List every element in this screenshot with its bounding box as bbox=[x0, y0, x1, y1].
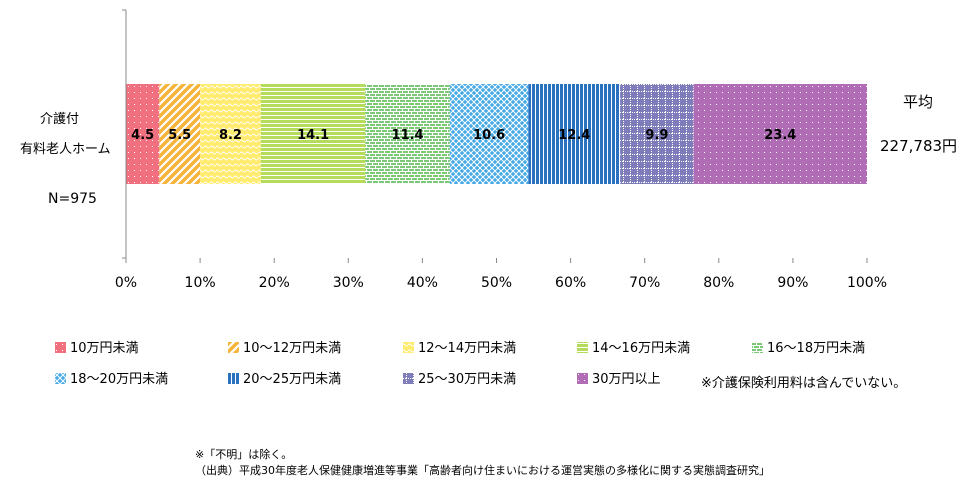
bar-segment bbox=[620, 84, 694, 184]
legend-swatch bbox=[228, 342, 239, 353]
n-label: N=975 bbox=[48, 191, 97, 207]
legend-label: 10万円未満 bbox=[70, 341, 139, 356]
legend-swatch bbox=[55, 373, 66, 384]
data-label: 5.5 bbox=[168, 128, 191, 143]
data-label: 9.9 bbox=[645, 128, 668, 143]
legend-swatch bbox=[577, 373, 588, 384]
x-tick-label: 80% bbox=[703, 275, 734, 291]
x-tick-label: 90% bbox=[777, 275, 808, 291]
x-tick-label: 40% bbox=[407, 275, 438, 291]
x-tick-label: 30% bbox=[333, 275, 364, 291]
legend-swatch bbox=[577, 342, 588, 353]
legend-label: 12～14万円未満 bbox=[418, 341, 516, 356]
bar-segment bbox=[693, 84, 867, 184]
x-tick-label: 60% bbox=[555, 275, 586, 291]
x-tick-label: 10% bbox=[185, 275, 216, 291]
x-tick-label: 50% bbox=[481, 275, 512, 291]
x-tick-label: 100% bbox=[847, 275, 887, 291]
bar-segment bbox=[126, 84, 160, 184]
data-label: 4.5 bbox=[131, 128, 154, 143]
x-tick-label: 20% bbox=[259, 275, 290, 291]
bar-segment bbox=[449, 84, 529, 184]
x-tick-label: 0% bbox=[115, 275, 137, 291]
legend-label: 16～18万円未満 bbox=[767, 341, 865, 356]
bar-segment bbox=[365, 84, 450, 184]
data-label: 12.4 bbox=[558, 128, 590, 143]
legend-label: 18～20万円未満 bbox=[70, 372, 168, 387]
data-label: 14.1 bbox=[297, 128, 329, 143]
bar-segment bbox=[528, 84, 621, 184]
category-label-line2: 有料老人ホーム bbox=[20, 142, 111, 157]
category-label-line1: 介護付 bbox=[40, 112, 80, 127]
legend-label: 20～25万円未満 bbox=[243, 372, 341, 387]
legend-swatch bbox=[55, 342, 66, 353]
data-label: 11.4 bbox=[392, 128, 424, 143]
legend-label: 30万円以上 bbox=[592, 372, 661, 387]
bar-segment bbox=[200, 84, 261, 184]
footnote-excluded: ※「不明」は除く。 bbox=[195, 448, 293, 461]
bar-segment bbox=[260, 84, 366, 184]
data-label: 8.2 bbox=[219, 128, 242, 143]
legend-label: 25～30万円未満 bbox=[418, 372, 516, 387]
footnote-source: （出典）平成30年度老人保健健康増進等事業「高齢者向け住まいにおける運営実態の多… bbox=[195, 464, 770, 477]
legend-swatch bbox=[403, 342, 414, 353]
data-label: 23.4 bbox=[764, 128, 796, 143]
data-label: 10.6 bbox=[473, 128, 505, 143]
legend-swatch bbox=[752, 342, 763, 353]
legend-swatch bbox=[403, 373, 414, 384]
legend-swatch bbox=[228, 373, 239, 384]
legend-label: 14～16万円未満 bbox=[592, 341, 690, 356]
bar-segment bbox=[159, 84, 201, 184]
average-value: 227,783円 bbox=[880, 137, 958, 155]
legend-note: ※介護保険利用料は含んでいない。 bbox=[701, 376, 907, 391]
x-tick-label: 70% bbox=[629, 275, 660, 291]
legend-label: 10～12万円未満 bbox=[243, 341, 341, 356]
average-label: 平均 bbox=[903, 93, 934, 111]
